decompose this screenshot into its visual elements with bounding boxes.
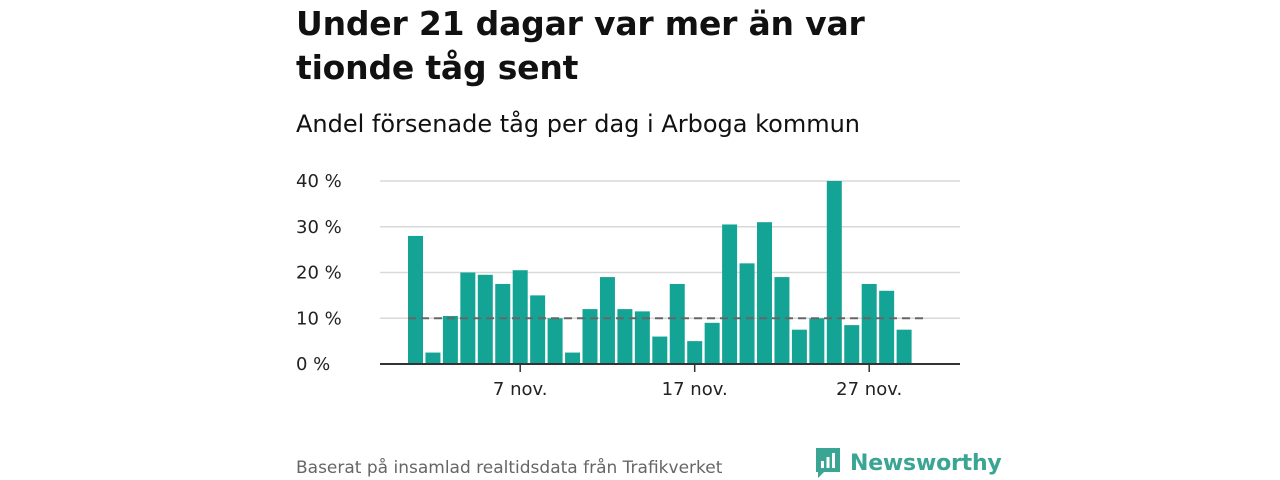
bar (617, 309, 633, 364)
x-tick-label: 7 nov. (493, 379, 548, 400)
y-tick-label: 30 % (296, 217, 342, 238)
bar (477, 274, 493, 364)
bar-chart: 0 % 10 % 20 % 30 % 40 % 7 nov. 17 nov. 27 nov. (296, 171, 960, 400)
x-tick-label: 17 nov. (662, 379, 728, 400)
bar (408, 235, 423, 364)
bar (826, 181, 842, 364)
bar (669, 283, 685, 364)
chart-subtitle: Andel försenade tåg per dag i Arboga kom… (296, 110, 860, 138)
bar (757, 222, 772, 364)
bar (512, 270, 528, 364)
bar (722, 224, 738, 364)
bar (582, 309, 598, 364)
bar (879, 290, 895, 364)
y-tick-label: 20 % (296, 263, 342, 284)
bars (408, 181, 912, 364)
x-axis: 7 nov. 17 nov. 27 nov. (380, 363, 960, 400)
bar (844, 325, 860, 364)
bar (634, 311, 650, 364)
bar (861, 283, 877, 364)
bar (425, 352, 441, 364)
bar (739, 263, 755, 364)
bar (896, 329, 912, 364)
bar (547, 318, 563, 364)
y-tick-label: 0 % (296, 354, 330, 375)
y-axis-labels: 0 % 10 % 20 % 30 % 40 % (296, 171, 342, 375)
bar (530, 295, 546, 364)
source-note: Baserat på insamlad realtidsdata från Tr… (296, 458, 723, 478)
bar (565, 352, 581, 364)
chart-card: Under 21 dagar var mer än var tionde tåg… (296, 0, 1002, 480)
brand-name: Newsworthy (850, 450, 1002, 476)
bar (774, 277, 790, 364)
bar (599, 277, 615, 364)
bar (652, 336, 668, 364)
bar (809, 318, 825, 364)
y-tick-label: 40 % (296, 171, 342, 192)
y-tick-label: 10 % (296, 308, 342, 329)
x-tick-label: 27 nov. (836, 379, 902, 400)
bar (495, 283, 511, 364)
bar (704, 322, 720, 364)
bar (687, 341, 703, 364)
newsworthy-logo-icon (816, 448, 840, 478)
bar (442, 315, 458, 364)
chart-title: Under 21 dagar var mer än var tionde tåg… (296, 4, 865, 87)
bar (791, 329, 807, 364)
newsworthy-logo: Newsworthy (814, 446, 1002, 480)
